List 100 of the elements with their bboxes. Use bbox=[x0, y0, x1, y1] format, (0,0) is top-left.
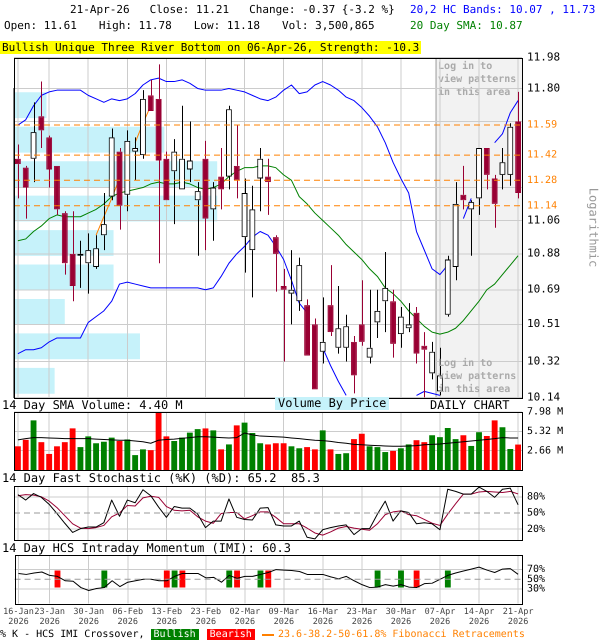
x-tick-label: 02-Mar 2026 bbox=[230, 606, 260, 628]
bar bbox=[351, 439, 357, 470]
bar bbox=[116, 441, 122, 470]
ref-line-label: 11.42 bbox=[527, 150, 558, 161]
candlestick bbox=[358, 280, 365, 346]
candlestick bbox=[234, 124, 240, 199]
bar bbox=[382, 452, 388, 470]
bar bbox=[500, 427, 506, 470]
candlestick bbox=[468, 200, 474, 256]
candlestick bbox=[100, 192, 107, 251]
text: Bullish bbox=[150, 629, 199, 640]
bar bbox=[108, 438, 115, 470]
ref-line-label: 11.59 bbox=[527, 120, 558, 131]
text: Close: 11.21 bbox=[150, 3, 230, 16]
candlestick bbox=[515, 91, 522, 199]
text: High: 11.78 bbox=[98, 19, 172, 32]
bar bbox=[468, 446, 474, 470]
text: Change: -0.37 {-3.2 %} bbox=[249, 3, 395, 16]
text: Bearish bbox=[206, 629, 255, 640]
text: 20 Day SMA: 10.87 bbox=[410, 18, 524, 34]
bar bbox=[437, 437, 443, 470]
candlestick bbox=[156, 64, 162, 264]
ref-line-label: 11.28 bbox=[527, 174, 558, 186]
candlestick bbox=[257, 148, 264, 212]
x-tick-label: 16-Jan 2026 bbox=[3, 606, 34, 628]
text: 21-Apr-26 bbox=[70, 3, 130, 16]
bar bbox=[374, 447, 380, 470]
candlestick bbox=[374, 289, 380, 338]
candlestick bbox=[398, 306, 404, 348]
y-tick-label: 10.69 bbox=[527, 282, 560, 296]
candlestick bbox=[132, 136, 138, 181]
candlestick bbox=[249, 185, 256, 298]
bar bbox=[163, 436, 170, 470]
candlestick bbox=[280, 268, 287, 362]
x-tick-label: 09-Mar 2026 bbox=[268, 606, 300, 628]
candlestick bbox=[476, 148, 482, 216]
bar bbox=[148, 450, 154, 470]
bar bbox=[14, 446, 21, 470]
candlestick bbox=[124, 130, 130, 212]
candlestick bbox=[312, 318, 318, 390]
candlestick bbox=[93, 234, 99, 270]
bar bbox=[179, 438, 185, 470]
candlestick bbox=[148, 79, 154, 112]
bar bbox=[421, 442, 428, 470]
bar bbox=[70, 428, 76, 470]
candlestick bbox=[366, 289, 373, 364]
bar bbox=[140, 449, 146, 470]
candlestick bbox=[54, 166, 60, 216]
candlestick bbox=[272, 234, 279, 292]
bar bbox=[476, 432, 482, 470]
candlestick bbox=[226, 105, 232, 190]
bar bbox=[100, 442, 107, 470]
x-tick-label: 16-Mar 2026 bbox=[308, 606, 338, 628]
bar bbox=[452, 439, 458, 470]
bar bbox=[272, 443, 279, 470]
candlestick bbox=[210, 182, 216, 242]
bar bbox=[249, 433, 256, 470]
text: Vol: 3,500,865 bbox=[282, 19, 375, 32]
chart-title: 14 Day Fast Stochastic (%K) (%D): 65.2 85.3 bbox=[2, 471, 320, 485]
bar bbox=[515, 444, 522, 470]
bar bbox=[234, 425, 240, 470]
candlestick bbox=[444, 255, 451, 318]
y-tick-label: 11.98 bbox=[527, 50, 560, 64]
candlestick bbox=[414, 306, 420, 364]
text: Low: 11.18 bbox=[194, 19, 260, 32]
bar bbox=[14, 368, 55, 394]
legend-label: 23.6-38.2-50-61.8% Fibonacci Retracements bbox=[277, 629, 525, 640]
chart-title: 14 Day HCS Intraday Momentum (IMI): 60.3 bbox=[2, 541, 291, 555]
y-tick-label: 80% bbox=[527, 491, 546, 502]
candlestick bbox=[335, 285, 342, 354]
y-tick-label: 50% bbox=[527, 574, 546, 585]
bar bbox=[414, 440, 420, 470]
text: Volume By Price bbox=[275, 396, 390, 410]
y-tick-label: 30% bbox=[527, 584, 546, 595]
y-tick-label: 50% bbox=[527, 508, 546, 519]
x-tick-label: 07-Apr 2026 bbox=[424, 606, 456, 628]
bar bbox=[304, 447, 310, 470]
text: Open: 11.61 bbox=[4, 19, 77, 32]
bar bbox=[312, 449, 318, 470]
y-tick-label: 5.32 M bbox=[527, 426, 564, 437]
bar bbox=[54, 446, 60, 470]
x-tick-label: 30-Jan 2026 bbox=[73, 606, 104, 628]
chart-title: 14 Day SMA Volume: 4.40 M bbox=[2, 398, 183, 412]
candlestick bbox=[429, 341, 436, 380]
candlestick bbox=[296, 257, 302, 312]
y-tick-label: 10.51 bbox=[527, 317, 560, 330]
bar bbox=[171, 441, 178, 470]
candlestick bbox=[460, 165, 466, 210]
x-tick-label: 13-Feb 2026 bbox=[151, 606, 182, 628]
y-tick-label: 10.32 bbox=[527, 354, 560, 368]
bar bbox=[30, 420, 36, 470]
y-tick-label: 70% bbox=[527, 564, 546, 576]
bar bbox=[320, 430, 326, 470]
x-tick-label: 23-Feb 2026 bbox=[190, 606, 222, 628]
candlestick bbox=[108, 128, 115, 201]
text: 20,2 HC Bands: 10.07 , 11.73 bbox=[410, 2, 596, 18]
bar bbox=[218, 449, 224, 470]
candlestick bbox=[46, 135, 52, 188]
candlestick bbox=[500, 148, 506, 190]
x-tick-label: 21-Apr 2026 bbox=[502, 606, 534, 628]
